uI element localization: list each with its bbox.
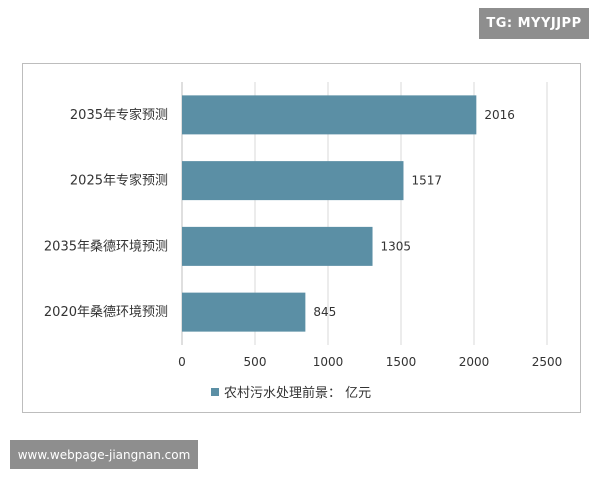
bar	[182, 292, 306, 332]
chart-frame	[22, 63, 581, 413]
legend-swatch	[211, 388, 219, 396]
labels: 0 500 1000 1500 2000 2500 2035年专家预测 2016 2025年专家…	[44, 107, 562, 369]
category-label: 2035年桑德环境预测	[44, 239, 168, 254]
bar	[182, 226, 373, 266]
watermark-bottom: www.webpage-jiangnan.com	[10, 440, 198, 469]
x-tick-label: 500	[244, 355, 267, 369]
x-tick-label: 1000	[313, 355, 344, 369]
x-tick-label: 2000	[459, 355, 490, 369]
data-label: 1517	[411, 174, 442, 188]
category-label: 2025年专家预测	[70, 173, 168, 189]
legend-label: 农村污水处理前景： 亿元	[224, 385, 371, 401]
bar	[182, 161, 404, 201]
x-tick-label: 2500	[532, 355, 563, 369]
data-label: 2016	[484, 108, 515, 122]
bar	[182, 95, 477, 135]
legend: 农村污水处理前景： 亿元	[211, 385, 371, 401]
category-label: 2035年专家预测	[70, 107, 168, 123]
watermark-top: TG: MYYJJPP	[479, 8, 589, 39]
x-tick-label: 0	[178, 355, 186, 369]
data-label: 845	[313, 305, 336, 319]
bars	[182, 95, 477, 332]
data-label: 1305	[381, 239, 412, 253]
x-tick-label: 1500	[386, 355, 417, 369]
category-label: 2020年桑德环境预测	[44, 305, 168, 320]
